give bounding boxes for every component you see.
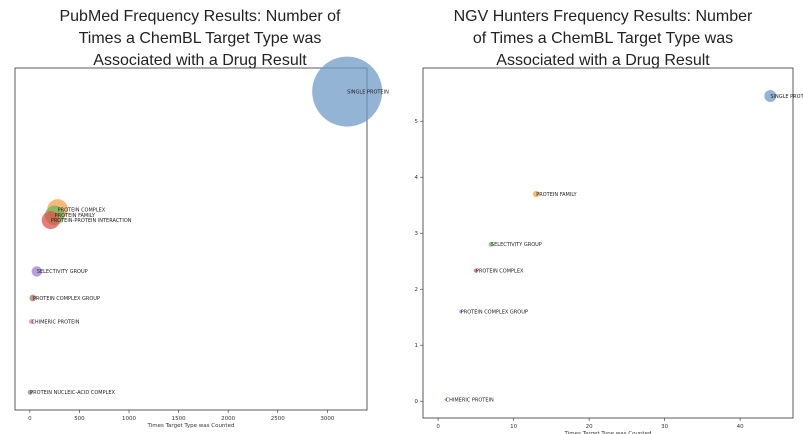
chart-title: PubMed Frequency Results: Number of Time… [59, 8, 341, 69]
plot-frame [14, 67, 368, 411]
x-tick-label: 1000 [122, 416, 136, 422]
chart-panel-pubmed: PubMed Frequency Results: Number of Time… [0, 0, 400, 434]
y-tick-label: 3 [415, 231, 419, 237]
point-label: PROTEIN FAMILY [536, 192, 577, 198]
point-label: PROTEIN COMPLEX GROUP [33, 296, 100, 302]
data-point [28, 319, 34, 325]
scatter-plot: 0 500 1000 1500 2000 2500 3000 Times Target Typ… [14, 56, 389, 429]
x-tick-label: 30 [661, 424, 668, 430]
data-point [459, 310, 463, 314]
point-label: PROTEIN FAMILY [55, 213, 96, 219]
x-tick-label: 500 [74, 416, 85, 422]
data-point [29, 294, 37, 302]
data-point [764, 90, 777, 102]
y-tick-label: 0 [415, 399, 419, 405]
y-tick-label: 5 [415, 119, 419, 125]
y-tick-label: 4 [415, 175, 419, 181]
x-tick-label: 40 [737, 424, 744, 430]
x-tick-label: 3000 [320, 416, 334, 422]
data-point [31, 266, 42, 277]
point-label: PROTEIN COMPLEX [476, 269, 524, 275]
x-axis-label: Times Target Type was Counted [147, 423, 235, 429]
x-tick-label: 2000 [221, 416, 235, 422]
point-label: CHIMERIC PROTEIN [31, 319, 79, 325]
data-point [444, 398, 447, 401]
point-label: SELECTIVITY GROUP [37, 269, 88, 275]
x-tick-label: 10 [510, 424, 517, 430]
point-label: CHIMERIC PROTEIN [446, 397, 494, 403]
plot-frame [422, 67, 794, 419]
point-label: PROTEIN COMPLEX GROUP [461, 309, 528, 315]
point-label: PROTEIN NUCLEIC-ACID COMPLEX [30, 390, 115, 396]
data-point [312, 56, 383, 127]
point-label: SINGLE PROTEIN [770, 94, 803, 100]
scatter-plot: 0 10 20 30 40 0 1 2 3 4 5 Times Target Type was Cou… [415, 67, 803, 434]
x-axis-label: Times Target Type was Counted [564, 431, 652, 434]
point-label: PROTEIN-PROTEIN INTERACTION [51, 218, 132, 224]
point-label: SELECTIVITY GROUP [491, 242, 542, 248]
y-tick-label: 2 [415, 287, 419, 293]
data-point [27, 389, 33, 395]
chart-title: NGV Hunters Frequency Results: Number of… [453, 8, 753, 69]
chart-panel-ngv-hunters: NGV Hunters Frequency Results: Number of… [403, 0, 803, 434]
x-tick-label: 0 [28, 416, 32, 422]
data-point [473, 268, 478, 273]
x-tick-label: 2500 [271, 416, 285, 422]
x-tick-label: 0 [436, 424, 440, 430]
x-tick-label: 20 [586, 424, 593, 430]
point-label: PROTEIN COMPLEX [58, 207, 106, 213]
data-point [533, 190, 540, 198]
x-tick-label: 1500 [172, 416, 186, 422]
point-label: SINGLE PROTEIN [347, 89, 389, 95]
data-point [41, 211, 60, 230]
data-point [488, 242, 494, 247]
y-tick-label: 1 [415, 343, 419, 349]
